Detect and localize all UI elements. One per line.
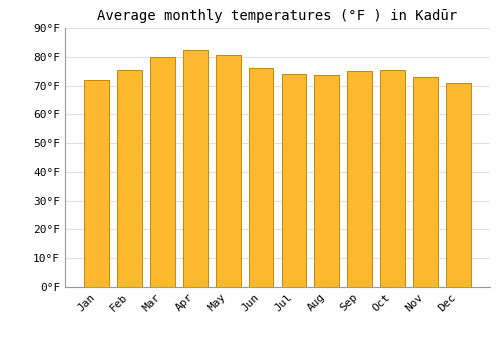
Bar — [348, 71, 372, 287]
Bar — [380, 70, 405, 287]
Title: Average monthly temperatures (°F ) in Kadūr: Average monthly temperatures (°F ) in Ka… — [98, 9, 458, 23]
Bar — [150, 57, 174, 287]
Bar — [117, 70, 142, 287]
Bar — [248, 68, 274, 287]
Bar — [183, 50, 208, 287]
Bar — [413, 77, 438, 287]
Bar — [314, 76, 339, 287]
Bar — [216, 55, 240, 287]
Bar — [446, 83, 470, 287]
Bar — [84, 80, 109, 287]
Bar — [282, 74, 306, 287]
